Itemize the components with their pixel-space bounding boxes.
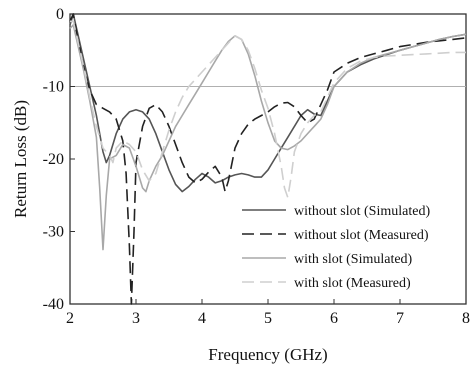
legend-label-1: without slot (Simulated): [294, 204, 430, 219]
y-tick-label: -10: [43, 79, 64, 96]
x-tick-label: 5: [264, 310, 272, 327]
x-tick-label: 8: [462, 310, 470, 327]
y-tick-label: 0: [56, 6, 64, 23]
y-tick-label: -20: [43, 151, 64, 168]
x-tick-label: 4: [198, 310, 206, 327]
x-tick-label: 3: [132, 310, 140, 327]
legend-label-2: without slot (Measured): [294, 228, 429, 243]
tick-layer: 2 3 4 5 6 7 8 0 -10 -20 -30 -40: [43, 6, 470, 327]
x-axis-title: Frequency (GHz): [208, 345, 327, 364]
legend-label-4: with slot (Measured): [294, 276, 411, 291]
y-tick-label: -40: [43, 296, 64, 313]
series-line-2: [69, 13, 467, 305]
x-tick-label: 2: [66, 310, 74, 327]
legend: without slot (Simulated) without slot (Me…: [242, 204, 430, 291]
series-layer: [69, 13, 467, 305]
x-tick-label: 6: [330, 310, 338, 327]
y-axis-title: Return Loss (dB): [11, 100, 30, 218]
series-line-4: [70, 20, 466, 199]
y-tick-label: -30: [43, 224, 64, 241]
series-line-3: [69, 24, 467, 251]
x-tick-label: 7: [396, 310, 404, 327]
legend-label-3: with slot (Simulated): [294, 252, 413, 267]
